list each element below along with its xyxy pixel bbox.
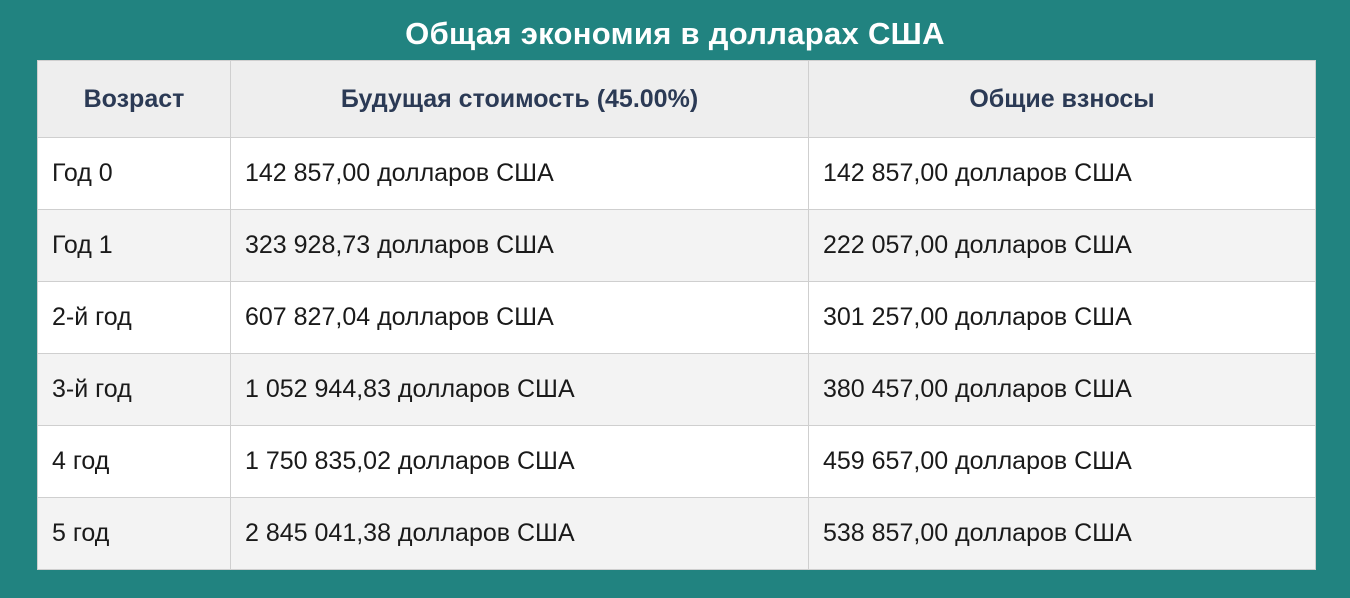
header-row: Возраст Будущая стоимость (45.00%) Общие… <box>37 60 1316 138</box>
cell-total-contributions: 301 257,00 долларов США <box>808 281 1316 354</box>
cell-future-value: 2 845 041,38 долларов США <box>230 497 809 570</box>
cell-total-contributions: 538 857,00 долларов США <box>808 497 1316 570</box>
cell-age: Год 1 <box>37 209 231 282</box>
column-header-age: Возраст <box>37 60 231 138</box>
cell-age: 3-й год <box>37 353 231 426</box>
cell-total-contributions: 142 857,00 долларов США <box>808 137 1316 210</box>
cell-age: 2-й год <box>37 281 231 354</box>
table-row: Год 0 142 857,00 долларов США 142 857,00… <box>37 137 1316 210</box>
table-row: 2-й год 607 827,04 долларов США 301 257,… <box>37 281 1316 354</box>
cell-total-contributions: 459 657,00 долларов США <box>808 425 1316 498</box>
savings-table: Возраст Будущая стоимость (45.00%) Общие… <box>37 60 1316 570</box>
table-row: Год 1 323 928,73 долларов США 222 057,00… <box>37 209 1316 282</box>
cell-future-value: 142 857,00 долларов США <box>230 137 809 210</box>
cell-future-value: 1 052 944,83 долларов США <box>230 353 809 426</box>
cell-future-value: 1 750 835,02 долларов США <box>230 425 809 498</box>
cell-future-value: 323 928,73 долларов США <box>230 209 809 282</box>
cell-age: 4 год <box>37 425 231 498</box>
table-header: Возраст Будущая стоимость (45.00%) Общие… <box>37 60 1316 138</box>
cell-total-contributions: 380 457,00 долларов США <box>808 353 1316 426</box>
column-header-total-contributions: Общие взносы <box>808 60 1316 138</box>
cell-age: 5 год <box>37 497 231 570</box>
table-row: 4 год 1 750 835,02 долларов США 459 657,… <box>37 425 1316 498</box>
table-row: 5 год 2 845 041,38 долларов США 538 857,… <box>37 497 1316 570</box>
cell-age: Год 0 <box>37 137 231 210</box>
page-title: Общая экономия в долларах США <box>405 16 945 51</box>
cell-future-value: 607 827,04 долларов США <box>230 281 809 354</box>
table-row: 3-й год 1 052 944,83 долларов США 380 45… <box>37 353 1316 426</box>
column-header-future-value: Будущая стоимость (45.00%) <box>230 60 809 138</box>
table-body: Год 0 142 857,00 долларов США 142 857,00… <box>37 137 1316 570</box>
cell-total-contributions: 222 057,00 долларов США <box>808 209 1316 282</box>
